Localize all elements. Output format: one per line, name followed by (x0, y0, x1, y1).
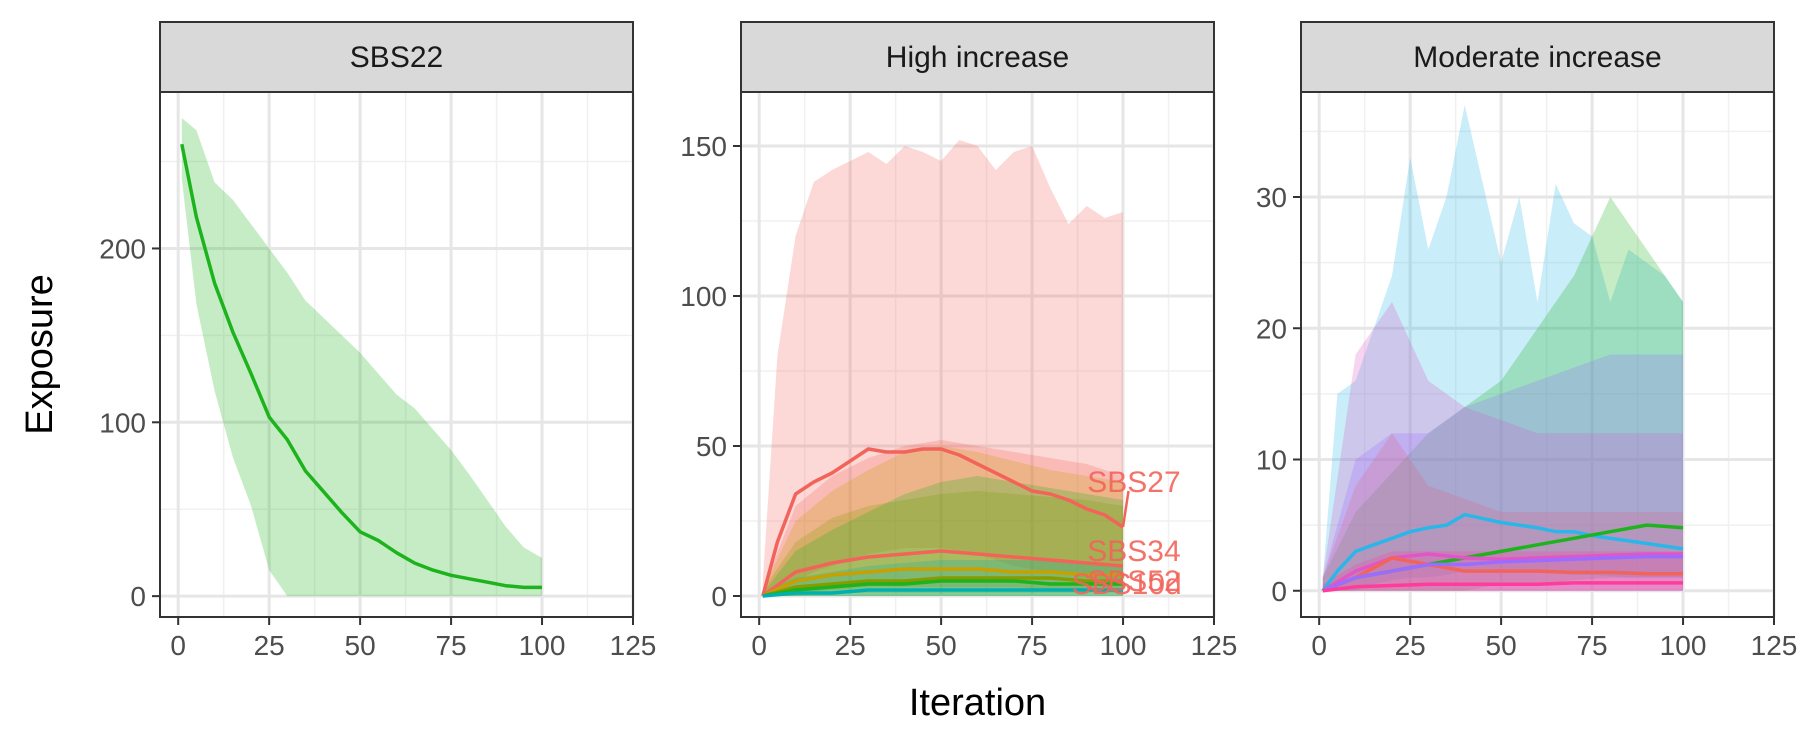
y-tick-label: 10 (1256, 445, 1287, 476)
x-tick-label: 75 (435, 630, 466, 661)
series-line-4 (762, 579, 1123, 598)
x-tick-label: 25 (835, 630, 866, 661)
series-line-0 (1321, 512, 1684, 592)
x-tick-label: 75 (1576, 630, 1607, 661)
x-tick-label: 0 (1311, 630, 1327, 661)
x-tick-label: 75 (1016, 630, 1047, 661)
y-tick-label: 0 (130, 581, 146, 612)
series-label-2: SBS52 (1087, 565, 1180, 598)
series-line-3 (1322, 556, 1683, 593)
series-label-1: SBS34 (1087, 535, 1180, 568)
x-tick-label: 25 (254, 630, 285, 661)
facet-title: SBS22 (350, 41, 443, 74)
facet-strip (1300, 21, 1775, 93)
series-ribbon-0 (181, 118, 543, 597)
x-tick-label: 0 (751, 630, 767, 661)
y-tick-label: 50 (696, 431, 727, 462)
series-line-5 (1322, 581, 1683, 593)
series-line-2 (1321, 552, 1683, 593)
series-line-2 (762, 567, 1123, 598)
y-tick-label: 0 (1271, 576, 1287, 607)
label-leader (1121, 490, 1130, 528)
panel-border (159, 91, 634, 618)
y-tick-label: 30 (1256, 182, 1287, 213)
series-line-1 (761, 549, 1124, 598)
series-line-5 (762, 588, 1123, 598)
x-tick-label: 25 (1395, 630, 1426, 661)
x-axis-title: Iteration (909, 682, 1046, 724)
panel-background (160, 92, 633, 617)
y-tick-label: 150 (680, 131, 727, 162)
x-tick-label: 50 (345, 630, 376, 661)
x-tick-label: 50 (926, 630, 957, 661)
panel-border (740, 91, 1215, 618)
series-line-0 (761, 447, 1124, 597)
series-line-3 (762, 576, 1123, 598)
y-tick-label: 200 (99, 233, 146, 264)
series-ribbon-2 (1322, 302, 1683, 591)
series-ribbon-4 (762, 476, 1123, 596)
facet-panel-0: SBS22 0 25 50 75 100 125 0 100 200 (99, 21, 657, 661)
x-tick-label: 125 (1191, 630, 1238, 661)
facet-title: High increase (886, 41, 1069, 74)
x-tick-label: 100 (519, 630, 566, 661)
x-tick-label: 125 (610, 630, 657, 661)
y-tick-label: 100 (680, 281, 727, 312)
panel-border (1300, 91, 1775, 618)
y-axis-title: Exposure (19, 274, 61, 435)
x-tick-label: 125 (1751, 630, 1798, 661)
facet-strip (159, 21, 634, 93)
x-tick-label: 0 (170, 630, 186, 661)
series-ribbon-0 (1322, 105, 1683, 591)
series-line-4 (1322, 554, 1683, 593)
facet-panel-2: Moderate increase 0 25 50 75 100 125 0 10 20 30 (1256, 21, 1798, 661)
y-tick-label: 100 (99, 407, 146, 438)
x-tick-label: 50 (1486, 630, 1517, 661)
y-tick-label: 0 (711, 581, 727, 612)
x-tick-label: 100 (1660, 630, 1707, 661)
series-line-0 (180, 143, 542, 590)
series-label-3: SBS10d (1072, 568, 1182, 601)
series-ribbon-3 (762, 491, 1123, 596)
panel-background (741, 92, 1214, 617)
series-ribbon-1 (1322, 197, 1683, 591)
x-tick-label: 100 (1100, 630, 1147, 661)
series-ribbon-3 (1322, 433, 1683, 591)
y-tick-label: 20 (1256, 313, 1287, 344)
series-ribbon-0 (762, 140, 1123, 596)
facet-title: Moderate increase (1413, 41, 1661, 74)
series-label-0: SBS27 (1087, 466, 1180, 499)
